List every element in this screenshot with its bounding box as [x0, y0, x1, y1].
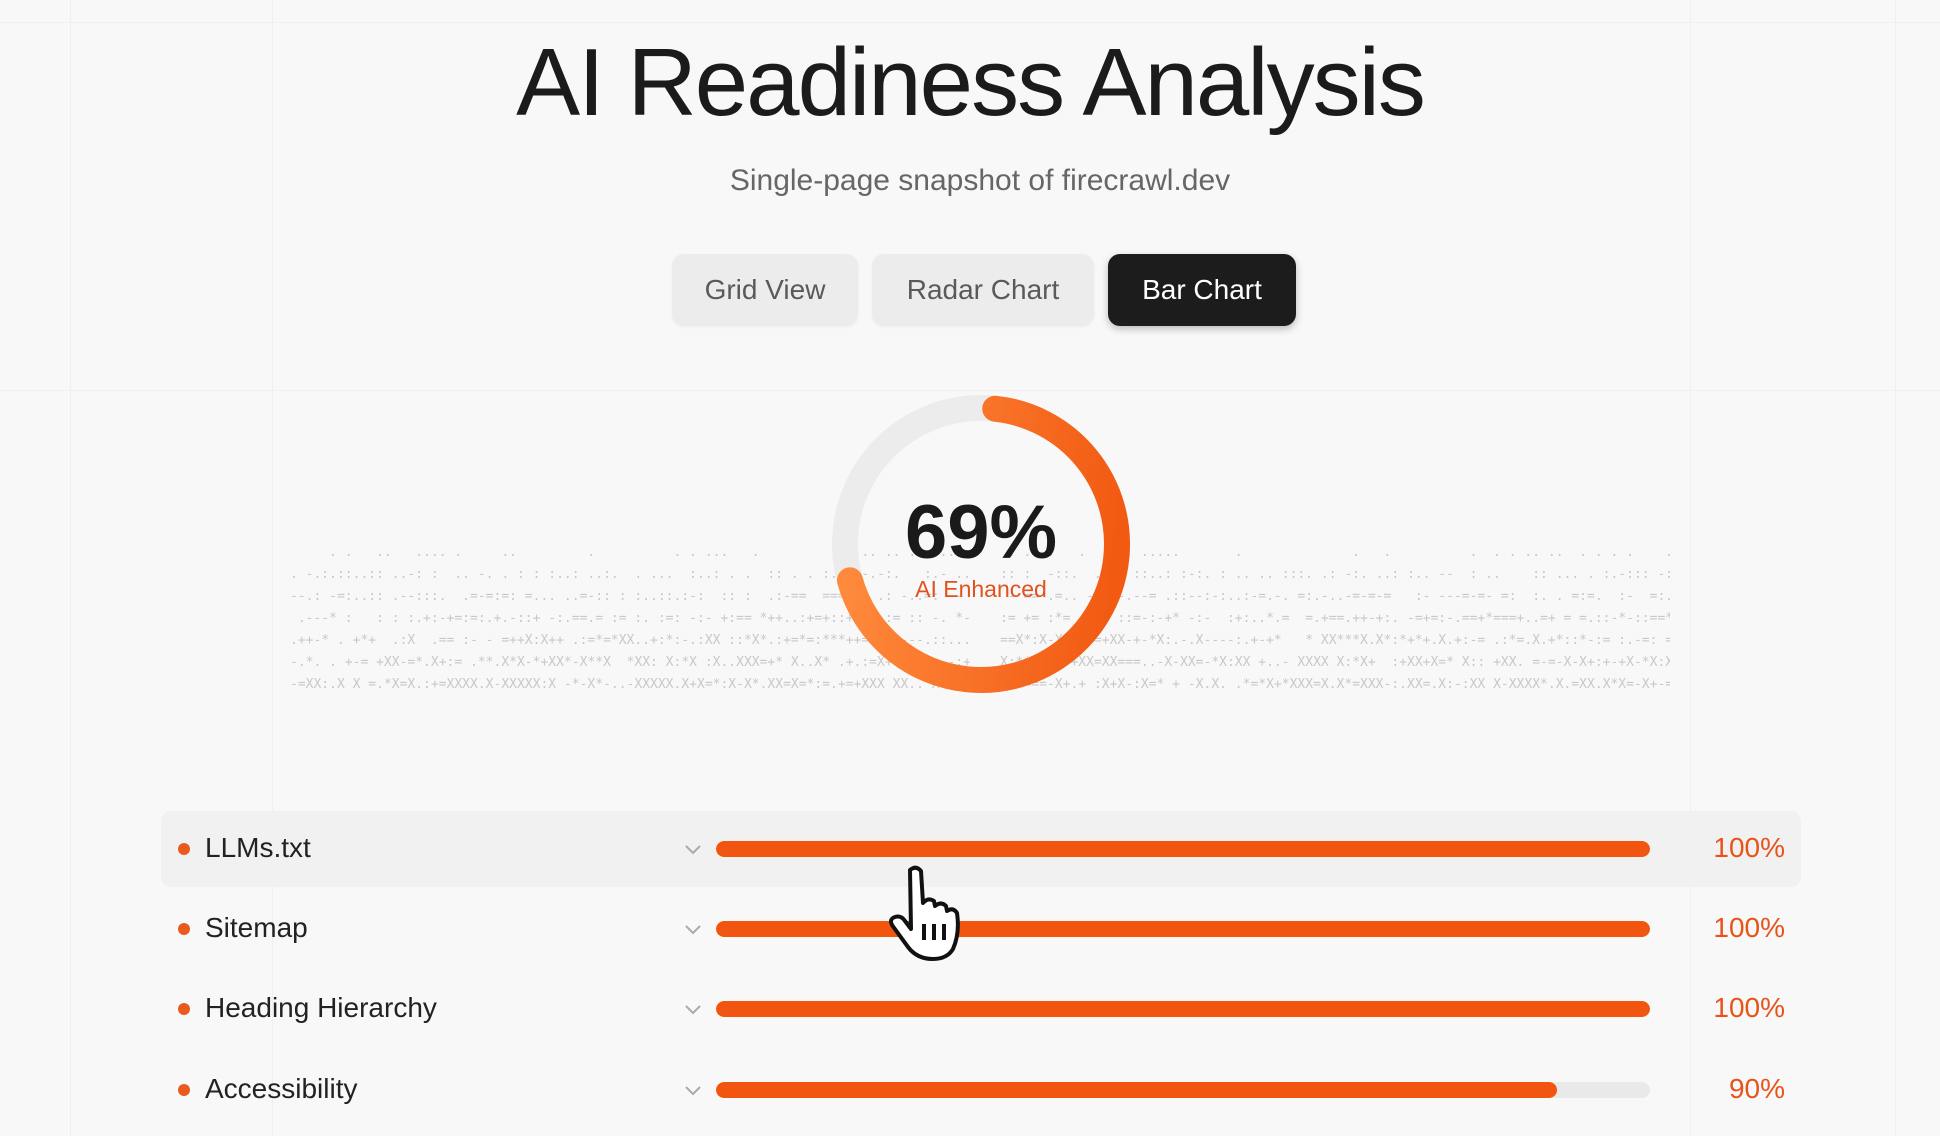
chevron-down-icon[interactable]	[681, 997, 705, 1021]
tab-radar-chart[interactable]: Radar Chart	[872, 254, 1094, 326]
tab-bar-chart[interactable]: Bar Chart	[1108, 254, 1296, 326]
tab-grid-view[interactable]: Grid View	[672, 254, 858, 326]
page-title: AI Readiness Analysis	[516, 29, 1426, 136]
bullet-dot-icon	[178, 1084, 190, 1096]
score-label: AI Enhanced	[915, 576, 1047, 602]
chevron-down-icon[interactable]	[681, 1078, 705, 1102]
background-gridline	[0, 22, 1940, 23]
bullet-dot-icon	[178, 843, 190, 855]
metric-bar-track	[716, 1082, 1650, 1098]
background-gridline	[1690, 0, 1691, 1136]
bullet-dot-icon	[178, 1003, 190, 1015]
score-ring-graphic	[832, 395, 1130, 693]
metric-bar-fill	[716, 1082, 1557, 1098]
chevron-down-icon[interactable]	[681, 837, 705, 861]
score-ring-progress	[832, 395, 1130, 693]
background-gridline	[0, 390, 1940, 391]
metric-row-sitemap[interactable]: Sitemap 100%	[161, 891, 1801, 967]
ascii-art-decoration: . . . . . . ..... . . . . . . .. .. . . …	[1000, 545, 1670, 692]
score-value: 69%	[904, 490, 1058, 575]
background-gridline	[272, 0, 273, 1136]
metric-row-heading-hierarchy[interactable]: Heading Hierarchy 100%	[161, 971, 1801, 1047]
bullet-dot-icon	[178, 923, 190, 935]
metric-label: Heading Hierarchy	[205, 992, 437, 1023]
metric-percent: 100%	[1713, 992, 1785, 1023]
metric-bar-track	[716, 1001, 1650, 1017]
hand-pointer-icon	[889, 865, 960, 961]
page-subtitle: Single-page snapshot of firecrawl.dev	[729, 164, 1231, 197]
metric-percent: 100%	[1713, 832, 1785, 863]
background-gridline	[70, 0, 71, 1136]
metric-bar-track	[716, 921, 1650, 937]
view-tabs: Grid View Radar Chart Bar Chart	[672, 254, 1296, 326]
metric-row-accessibility[interactable]: Accessibility 90%	[161, 1052, 1801, 1128]
metric-bar-track	[716, 841, 1650, 857]
metric-percent: 100%	[1713, 912, 1785, 943]
metric-label: Accessibility	[205, 1073, 358, 1104]
metric-row-llms-txt[interactable]: LLMs.txt 100%	[161, 811, 1801, 887]
metric-label: Sitemap	[205, 912, 308, 943]
background-gridline	[1895, 0, 1896, 1136]
chevron-down-icon[interactable]	[681, 917, 705, 941]
metric-label: LLMs.txt	[205, 832, 311, 863]
metric-bar-fill	[716, 1001, 1650, 1017]
score-ring: 69% AI Enhanced	[830, 393, 1132, 695]
metric-bar-fill	[716, 841, 1650, 857]
metric-percent: 90%	[1728, 1073, 1785, 1104]
metric-bar-fill	[716, 921, 1650, 937]
